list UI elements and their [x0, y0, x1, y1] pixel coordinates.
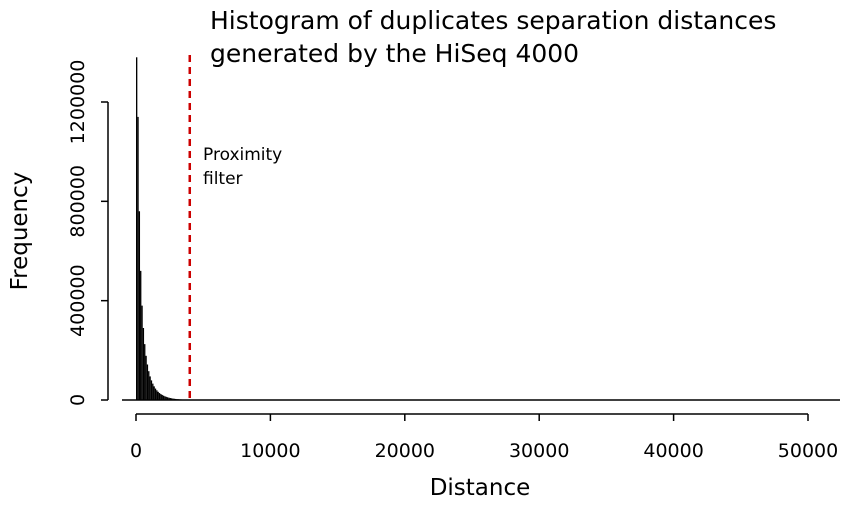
- histogram-bar: [180, 399, 182, 400]
- x-tick-label: 50000: [778, 440, 838, 462]
- histogram-bar: [185, 399, 188, 401]
- histogram-bar: [160, 394, 162, 400]
- histogram-bar: [187, 399, 189, 401]
- x-tick-label: 40000: [643, 440, 703, 462]
- histogram-bar: [184, 399, 186, 401]
- histogram-bar: [174, 398, 177, 400]
- x-tick-label: 30000: [509, 440, 569, 462]
- histogram-bar: [176, 399, 178, 400]
- chart-title: Histogram of duplicates separation dista…: [210, 6, 777, 68]
- histogram-bar: [166, 397, 169, 400]
- histogram-bar: [179, 399, 181, 400]
- histogram-bar: [154, 388, 157, 400]
- histogram-bar: [165, 396, 167, 400]
- x-tick-label: 0: [130, 440, 142, 462]
- histogram-bar: [188, 399, 190, 401]
- histogram-bar: [138, 211, 141, 400]
- x-tick-label: 10000: [240, 440, 300, 462]
- histogram-bar: [145, 355, 147, 400]
- histogram-bar: [148, 371, 150, 400]
- histogram-bar: [140, 270, 142, 400]
- histogram-bar: [141, 305, 143, 400]
- histogram-bar: [144, 344, 146, 400]
- histogram-bar: [183, 399, 185, 401]
- y-tick-label: 800000: [67, 165, 89, 238]
- histogram-bar: [168, 397, 170, 400]
- histogram-bar: [158, 393, 161, 400]
- histogram-bar: [146, 364, 149, 400]
- histogram-bar: [136, 57, 138, 401]
- y-tick-label: 0: [67, 394, 89, 406]
- histogram-bar: [153, 386, 155, 400]
- x-tick-label: 20000: [375, 440, 435, 462]
- histogram-bar: [149, 376, 151, 400]
- histogram-bar: [173, 398, 175, 400]
- x-axis-label: Distance: [429, 475, 531, 501]
- histogram-bar: [169, 398, 171, 400]
- histogram-bar: [156, 390, 158, 400]
- y-tick-label: 400000: [67, 264, 89, 337]
- histogram-bar: [137, 116, 139, 401]
- histogram-bar: [181, 399, 184, 401]
- histogram-bar: [162, 395, 165, 400]
- histogram-bar: [177, 399, 180, 400]
- histogram-bar: [150, 380, 153, 400]
- y-tick-label: 1200000: [67, 60, 89, 145]
- histogram-bar: [164, 396, 166, 400]
- histogram-bar: [161, 394, 163, 400]
- histogram-bar: [157, 391, 159, 400]
- histogram-bar: [152, 383, 154, 400]
- proximity-filter-label: Proximity filter: [203, 145, 283, 189]
- histogram-bar: [172, 398, 174, 400]
- histogram-bar: [142, 327, 145, 400]
- histogram-bar: [170, 398, 173, 400]
